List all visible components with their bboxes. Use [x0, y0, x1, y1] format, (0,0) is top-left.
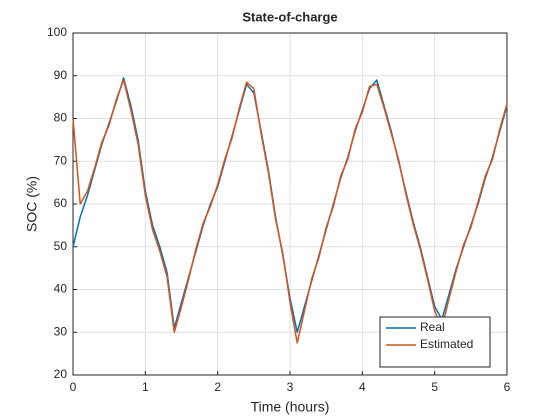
x-tick-label: 5 — [431, 380, 438, 394]
y-tick-label: 90 — [54, 68, 68, 82]
y-tick-label: 100 — [47, 25, 67, 39]
x-tick-label: 1 — [142, 380, 149, 394]
y-tick-label: 50 — [54, 239, 68, 253]
y-tick-label: 70 — [54, 153, 68, 167]
x-tick-label: 6 — [504, 380, 511, 394]
x-tick-label: 3 — [287, 380, 294, 394]
y-tick-label: 80 — [54, 111, 68, 125]
y-axis-label: SOC (%) — [24, 176, 40, 232]
plot-frame — [72, 32, 508, 376]
y-tick-label: 60 — [54, 196, 68, 210]
x-tick-label: 2 — [214, 380, 221, 394]
legend-box — [379, 316, 491, 368]
legend-label: Estimated — [420, 337, 473, 351]
x-tick-label: 0 — [70, 380, 77, 394]
x-axis-label: Time (hours) — [251, 399, 330, 415]
y-tick-label: 40 — [54, 282, 68, 296]
y-tick-label: 30 — [54, 324, 68, 338]
x-tick-label: 4 — [359, 380, 366, 394]
y-tick-label: 20 — [54, 367, 68, 381]
series-line — [72, 79, 508, 344]
legend-label: Real — [420, 320, 445, 334]
chart-title: State-of-charge — [242, 9, 337, 24]
